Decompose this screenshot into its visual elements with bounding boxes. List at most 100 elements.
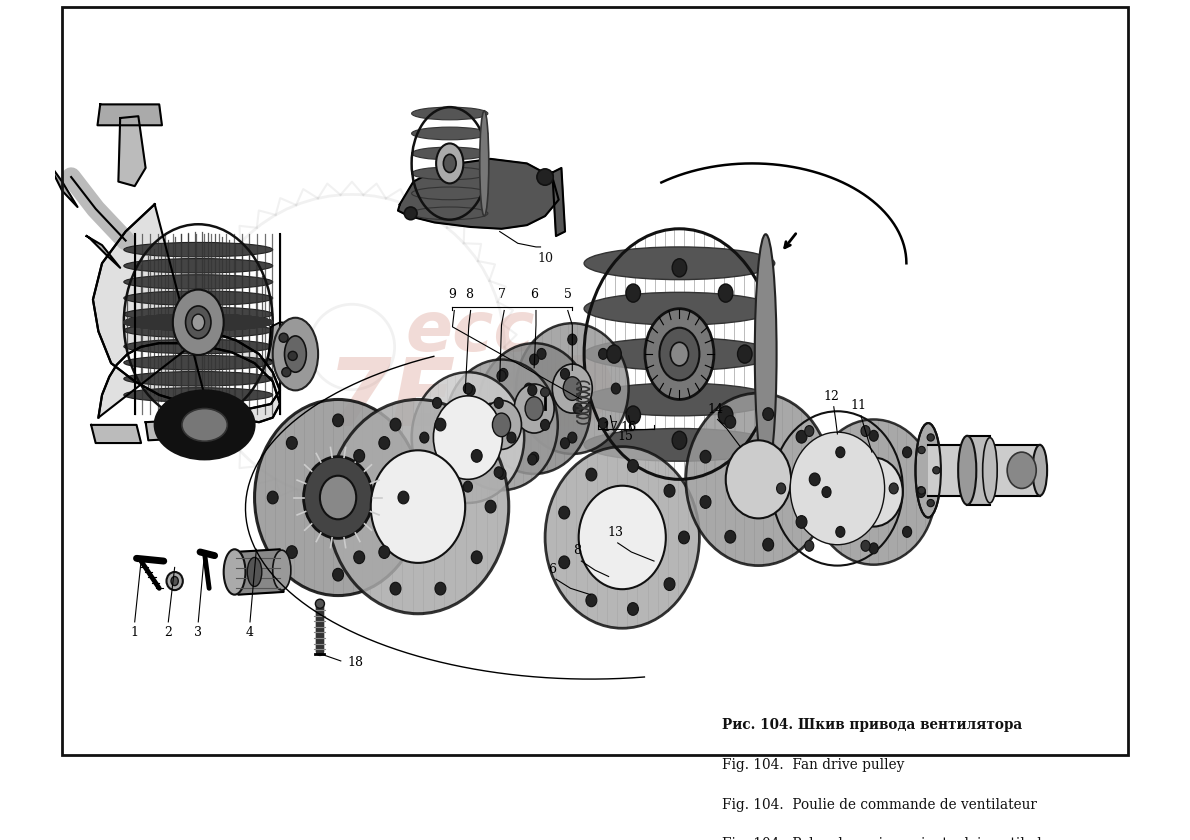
Text: 16: 16 bbox=[621, 421, 637, 434]
Ellipse shape bbox=[537, 169, 553, 185]
Ellipse shape bbox=[927, 433, 934, 441]
Ellipse shape bbox=[678, 531, 689, 543]
Ellipse shape bbox=[560, 369, 570, 380]
Polygon shape bbox=[234, 549, 283, 595]
Ellipse shape bbox=[559, 556, 570, 569]
Ellipse shape bbox=[599, 349, 608, 360]
Ellipse shape bbox=[659, 328, 700, 381]
Ellipse shape bbox=[738, 345, 752, 363]
Text: 6: 6 bbox=[531, 288, 538, 302]
Polygon shape bbox=[268, 323, 309, 363]
Ellipse shape bbox=[927, 500, 934, 507]
Text: 6: 6 bbox=[549, 563, 557, 575]
Ellipse shape bbox=[124, 314, 273, 330]
Ellipse shape bbox=[273, 318, 318, 391]
Text: 7: 7 bbox=[499, 288, 506, 302]
Ellipse shape bbox=[584, 292, 775, 325]
Ellipse shape bbox=[796, 430, 807, 444]
Text: 15: 15 bbox=[618, 430, 633, 443]
Ellipse shape bbox=[672, 259, 687, 277]
Ellipse shape bbox=[124, 314, 273, 330]
Ellipse shape bbox=[284, 336, 306, 372]
Ellipse shape bbox=[584, 428, 775, 461]
Ellipse shape bbox=[444, 155, 456, 172]
Text: 3: 3 bbox=[194, 627, 202, 639]
Ellipse shape bbox=[463, 383, 472, 394]
Ellipse shape bbox=[182, 408, 227, 441]
Ellipse shape bbox=[486, 403, 495, 414]
Ellipse shape bbox=[626, 406, 640, 424]
Ellipse shape bbox=[584, 247, 775, 280]
Polygon shape bbox=[92, 425, 142, 443]
Ellipse shape bbox=[889, 483, 898, 494]
Text: 5: 5 bbox=[564, 288, 571, 302]
Ellipse shape bbox=[478, 344, 590, 474]
Ellipse shape bbox=[466, 385, 475, 396]
Ellipse shape bbox=[916, 486, 926, 497]
Ellipse shape bbox=[672, 431, 687, 449]
Ellipse shape bbox=[917, 446, 925, 454]
Ellipse shape bbox=[124, 371, 273, 386]
Text: Fig. 104.  Fan drive pulley: Fig. 104. Fan drive pulley bbox=[722, 758, 904, 772]
Ellipse shape bbox=[822, 486, 831, 497]
Ellipse shape bbox=[255, 400, 421, 596]
Ellipse shape bbox=[124, 314, 273, 330]
Ellipse shape bbox=[390, 418, 401, 431]
Ellipse shape bbox=[726, 440, 791, 518]
Text: 7Е×О: 7Е×О bbox=[326, 354, 615, 446]
Ellipse shape bbox=[530, 452, 539, 463]
Ellipse shape bbox=[958, 436, 976, 505]
Ellipse shape bbox=[574, 403, 582, 414]
Ellipse shape bbox=[664, 485, 675, 497]
Ellipse shape bbox=[124, 323, 273, 338]
Ellipse shape bbox=[670, 342, 689, 366]
Ellipse shape bbox=[224, 549, 245, 595]
Ellipse shape bbox=[902, 447, 912, 458]
Ellipse shape bbox=[563, 377, 582, 401]
Ellipse shape bbox=[809, 473, 820, 486]
Polygon shape bbox=[145, 419, 199, 440]
Text: ecc: ecc bbox=[406, 298, 536, 365]
Ellipse shape bbox=[412, 207, 488, 220]
Ellipse shape bbox=[627, 602, 638, 616]
Text: 2: 2 bbox=[164, 627, 173, 639]
Ellipse shape bbox=[777, 483, 785, 494]
Ellipse shape bbox=[124, 275, 273, 289]
Ellipse shape bbox=[124, 339, 273, 354]
Ellipse shape bbox=[390, 582, 401, 595]
Ellipse shape bbox=[432, 467, 441, 478]
Ellipse shape bbox=[248, 558, 262, 586]
Ellipse shape bbox=[983, 438, 997, 503]
Ellipse shape bbox=[835, 447, 845, 458]
Ellipse shape bbox=[1007, 452, 1036, 488]
Ellipse shape bbox=[471, 449, 482, 462]
Ellipse shape bbox=[412, 127, 488, 139]
Ellipse shape bbox=[192, 314, 205, 330]
Text: Fig. 104.  Polea de accionamiento dei ventilador: Fig. 104. Polea de accionamiento dei ven… bbox=[722, 837, 1057, 840]
Ellipse shape bbox=[420, 432, 428, 443]
Ellipse shape bbox=[516, 323, 628, 454]
Ellipse shape bbox=[627, 459, 638, 472]
Text: 18: 18 bbox=[347, 656, 363, 669]
Ellipse shape bbox=[607, 345, 621, 363]
Polygon shape bbox=[98, 104, 162, 125]
Ellipse shape bbox=[167, 572, 183, 591]
Ellipse shape bbox=[493, 413, 511, 437]
Ellipse shape bbox=[700, 450, 710, 463]
Ellipse shape bbox=[525, 396, 544, 420]
Ellipse shape bbox=[719, 406, 733, 424]
Ellipse shape bbox=[378, 546, 390, 559]
Ellipse shape bbox=[173, 290, 224, 355]
Ellipse shape bbox=[273, 550, 290, 591]
Ellipse shape bbox=[333, 414, 344, 427]
Ellipse shape bbox=[494, 397, 503, 408]
Ellipse shape bbox=[527, 385, 537, 396]
Polygon shape bbox=[45, 159, 77, 207]
Ellipse shape bbox=[514, 384, 555, 433]
Ellipse shape bbox=[552, 364, 593, 413]
Ellipse shape bbox=[835, 527, 845, 538]
Ellipse shape bbox=[507, 432, 516, 443]
Ellipse shape bbox=[340, 501, 351, 513]
Ellipse shape bbox=[540, 388, 550, 396]
Text: 13: 13 bbox=[608, 527, 624, 539]
